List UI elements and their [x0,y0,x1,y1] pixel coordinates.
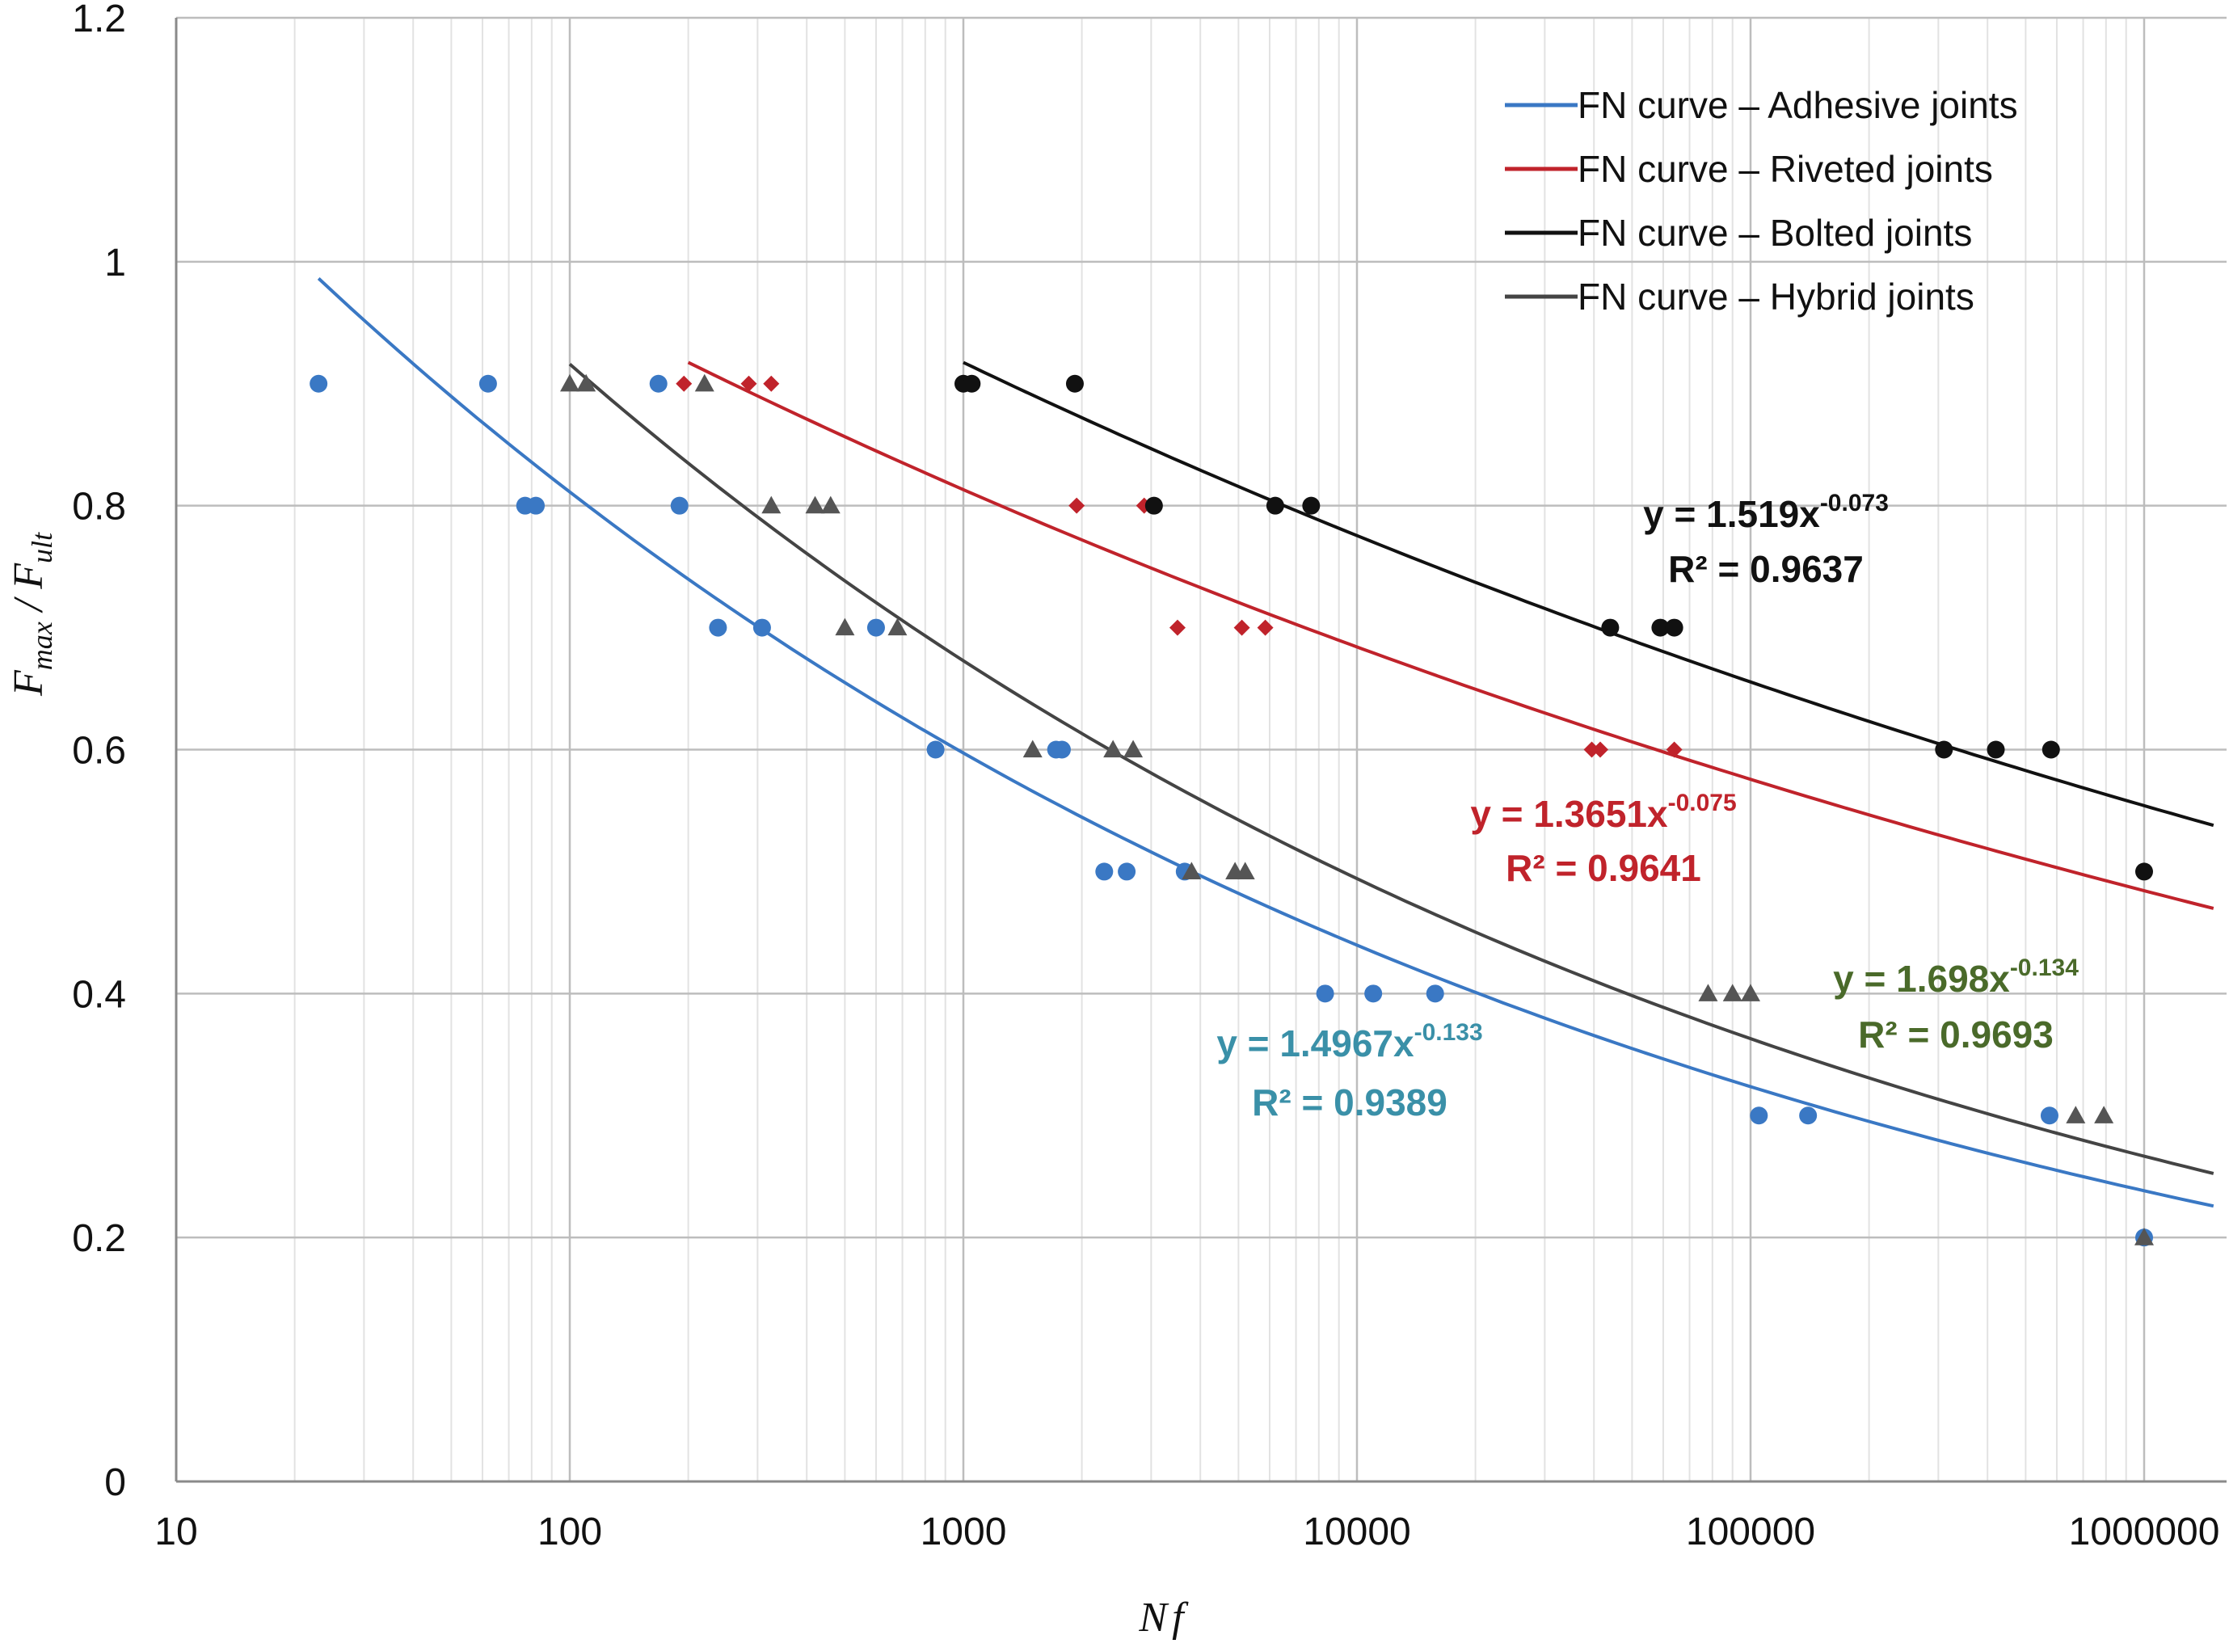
fit-curves [317,277,2214,1208]
y-tick-label: 1.2 [72,0,126,40]
legend-label: FN curve – Adhesive joints [1578,84,2018,126]
data-point [1741,984,1760,1001]
data-point [1235,862,1255,880]
fit-curve [963,360,2214,828]
data-point [805,495,825,514]
data-point [1935,740,1953,759]
data-point [560,373,579,392]
data-point [2041,740,2060,759]
data-point [1068,497,1085,514]
legend-label: FN curve – Hybrid joints [1578,276,1974,318]
data-point [1426,984,1444,1003]
data-point [2094,1106,2114,1123]
fit-curve [317,277,2214,1208]
axes [175,18,2227,1483]
data-point [740,375,757,392]
data-point [1118,862,1136,881]
legend: FN curve – Adhesive joints FN curve – Riv… [1505,84,2018,318]
data-point [694,373,714,392]
data-point [478,374,497,393]
data-point [1123,740,1144,758]
data-point [1182,862,1202,880]
data-point [1591,741,1608,758]
x-tick-label: 1000000 [2069,1511,2220,1553]
data-point [2040,1106,2058,1125]
fit-equations: y = 1.4967x-0.133 R² = 0.9389 y = 1.3651x-… [1216,490,2079,1123]
data-point [1022,740,1043,758]
data-point [2135,862,2153,881]
data-point [763,375,780,392]
data-point [1052,740,1071,759]
data-point [1144,496,1163,515]
data-point [1266,496,1284,515]
data-point [1601,618,1620,637]
legend-label: FN curve – Riveted joints [1578,148,1993,190]
y-tick-label: 0.2 [72,1217,126,1260]
data-point [1583,741,1600,758]
x-tick-label: 100000 [1686,1511,1815,1553]
fit-r-squared: R² = 0.9389 [1252,1081,1447,1123]
data-point [709,618,727,637]
tick-labels: 10 100 1000 10000 100000 1000000 0 0.2 0.4 0.6 0.8… [72,0,2219,1553]
data-point [1103,740,1123,758]
data-point [1651,618,1670,637]
fit-equation: y = 1.3651x-0.075 [1470,790,1736,835]
data-point [752,618,771,637]
data-point [1665,618,1683,637]
x-tick-label: 10000 [1303,1511,1410,1553]
data-point [1095,862,1114,881]
data-point [866,618,885,637]
data-point [835,617,855,636]
fit-r-squared: R² = 0.9693 [1858,1014,2054,1056]
data-point [1987,740,2005,759]
x-tick-label: 1000 [921,1511,1007,1553]
data-point [576,373,596,392]
data-point [649,374,668,393]
fit-equation: y = 1.4967x-0.133 [1216,1019,1482,1064]
data-point [1722,984,1742,1001]
y-tick-label: 0.6 [72,730,126,773]
fit-r-squared: R² = 0.9641 [1506,847,1701,889]
y-tick-label: 0.4 [72,973,126,1016]
data-point [820,495,841,514]
data-markers [310,373,2154,1247]
y-tick-label: 0 [104,1461,126,1504]
data-point [1666,741,1683,758]
y-axis-title: Fmax / Fult [6,532,58,697]
legend-label: FN curve – Bolted joints [1578,212,1972,254]
data-point [1316,984,1334,1003]
data-point [527,496,546,515]
data-point [1799,1106,1818,1125]
data-point [2066,1106,2086,1123]
data-point [310,374,328,393]
data-point [1257,619,1274,636]
y-tick-label: 1 [104,242,126,284]
data-point [761,495,782,514]
x-axis-title: Nf [1138,1595,1189,1641]
data-point [2134,1228,2154,1245]
data-point [670,496,689,515]
x-tick-label: 100 [537,1511,602,1553]
data-point [1698,984,1718,1001]
data-point [887,617,908,636]
x-tick-label: 10 [154,1511,197,1553]
data-point [1750,1106,1768,1125]
data-point [963,374,981,393]
data-point [926,740,945,759]
fit-r-squared: R² = 0.9637 [1668,548,1864,590]
y-tick-label: 0.8 [72,486,126,529]
fit-equation: y = 1.698x-0.134 [1833,955,2079,1000]
fit-equation: y = 1.519x-0.073 [1643,490,1889,535]
data-point [676,375,693,392]
fit-curve [568,362,2214,1175]
data-point [1065,374,1084,393]
fit-curve [687,360,2214,910]
data-point [1364,984,1383,1003]
data-point [1169,619,1186,636]
data-point [1233,619,1250,636]
data-point [1302,496,1321,515]
